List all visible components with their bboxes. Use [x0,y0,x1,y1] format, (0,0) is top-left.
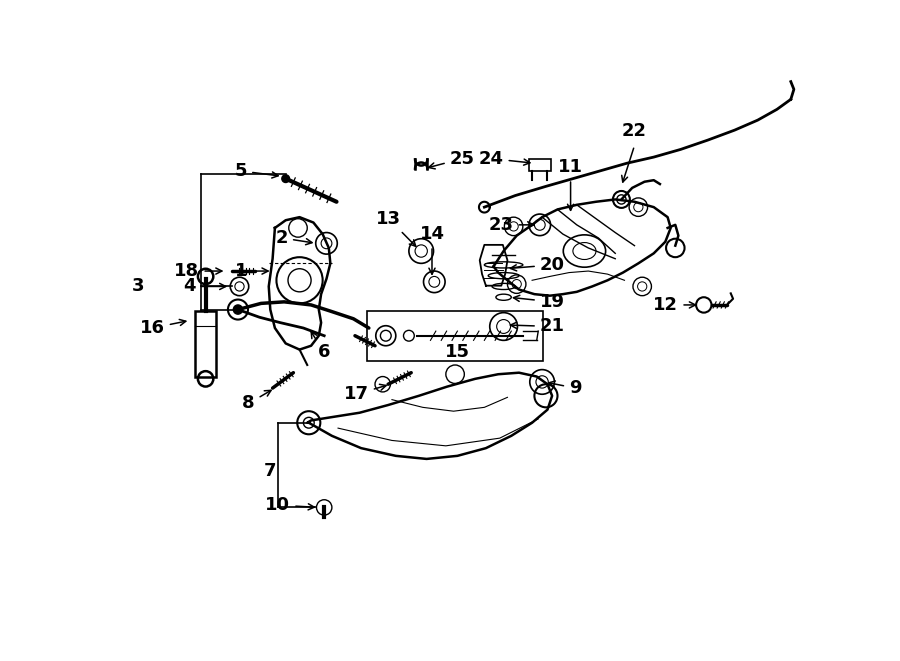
Bar [194,311,216,377]
Text: 21: 21 [510,317,565,336]
Circle shape [282,175,290,182]
Bar [529,159,551,171]
Text: 14: 14 [419,225,445,274]
Text: 24: 24 [479,149,530,168]
Text: 7: 7 [264,462,276,481]
Text: 5: 5 [235,162,278,180]
Text: 19: 19 [513,293,565,311]
Text: 1: 1 [235,262,268,280]
Text: 18: 18 [175,262,222,280]
Text: 4: 4 [183,278,226,295]
Text: 25: 25 [428,149,474,169]
Circle shape [233,305,243,314]
Text: 12: 12 [653,296,696,314]
Bar [367,311,543,361]
Text: 20: 20 [510,256,565,274]
Text: 2: 2 [275,229,312,247]
Text: 22: 22 [622,122,647,140]
Text: 17: 17 [344,384,386,403]
Text: 16: 16 [140,319,185,337]
Text: 11: 11 [558,159,583,210]
Text: 23: 23 [489,216,534,234]
Text: 8: 8 [242,391,271,412]
Text: 15: 15 [445,344,470,362]
Text: 10: 10 [266,496,314,514]
Text: 13: 13 [376,210,416,247]
Text: 3: 3 [131,278,144,295]
Text: 6: 6 [311,332,330,362]
Text: 9: 9 [549,379,581,397]
